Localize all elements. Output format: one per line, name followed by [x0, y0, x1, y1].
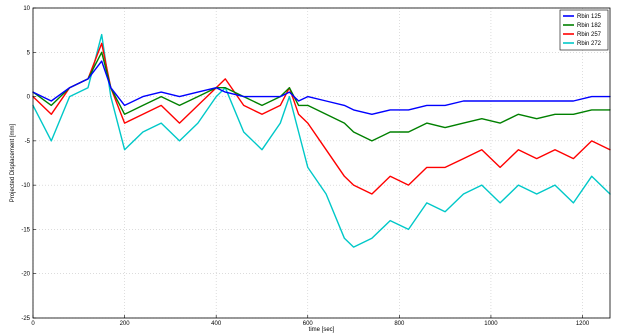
x-tick-label: 600 — [303, 321, 314, 327]
series-lines — [32, 33, 611, 248]
x-tick-label: 200 — [120, 321, 131, 327]
x-tick-label: 0 — [31, 321, 35, 327]
y-tick-label: -15 — [21, 227, 30, 233]
legend-label-rbin-257: Rbin 257 — [577, 32, 602, 38]
legend-label-rbin-125: Rbin 125 — [577, 14, 602, 20]
legend-label-rbin-272: Rbin 272 — [577, 41, 602, 47]
y-axis-label: Projected Displacement [mm] — [10, 123, 16, 202]
x-tick-label: 800 — [394, 321, 405, 327]
y-tick-label: -5 — [25, 139, 31, 145]
series-line-rbin-125 — [32, 60, 611, 115]
legend: Rbin 125 Rbin 182 Rbin 257 Rbin 272 — [559, 9, 609, 51]
y-tick-label: 5 — [27, 50, 31, 56]
y-tick-label: 0 — [27, 95, 31, 101]
x-axis-label: time [sec] — [309, 327, 335, 333]
series-line-rbin-272 — [32, 33, 611, 248]
y-tick-label: -10 — [21, 183, 30, 189]
series-line-rbin-182 — [32, 51, 611, 142]
y-tick-label: -25 — [21, 316, 30, 322]
x-tick-label: 400 — [211, 321, 222, 327]
y-tick-label: 10 — [23, 6, 30, 12]
plot-frame — [32, 7, 611, 319]
x-tick-label: 1200 — [576, 321, 590, 327]
y-tick-label: -20 — [21, 272, 30, 278]
x-tick-label: 1000 — [484, 321, 498, 327]
series-line-rbin-257 — [32, 42, 611, 195]
legend-label-rbin-182: Rbin 182 — [577, 23, 602, 29]
ticks: 0 200 400 600 800 1000 1200 10 5 0 -5 -10 -15 -20 -25 — [21, 6, 590, 327]
